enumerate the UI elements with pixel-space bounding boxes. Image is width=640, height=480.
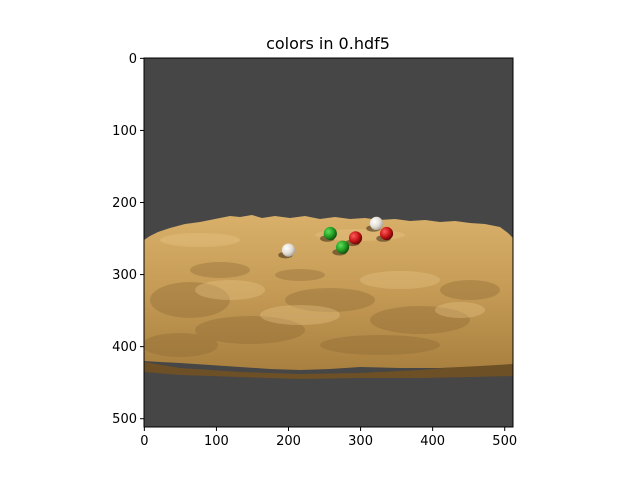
x-tick-label: 100 — [204, 434, 229, 449]
x-tick-label: 300 — [348, 434, 373, 449]
plot-title: colors in 0.hdf5 — [266, 34, 390, 53]
y-tick-label: 500 — [112, 412, 137, 427]
x-tick-label: 400 — [420, 434, 445, 449]
green-sphere — [323, 226, 337, 241]
x-tick-label: 200 — [276, 434, 301, 449]
terrain-surface — [144, 215, 513, 370]
red-sphere — [348, 231, 363, 245]
y-tick-label: 300 — [112, 268, 137, 283]
y-tick-label: 100 — [112, 124, 137, 139]
rendered-image — [144, 58, 513, 427]
y-tick-label: 400 — [112, 340, 137, 355]
y-axis: 0 100 200 300 400 500 — [112, 52, 144, 427]
x-tick-label: 500 — [492, 434, 517, 449]
y-tick-label: 200 — [112, 196, 137, 211]
spheres — [278, 216, 394, 259]
white-sphere — [281, 243, 296, 257]
terrain-shading — [144, 262, 500, 357]
green-sphere — [335, 240, 350, 254]
y-tick-label: 0 — [129, 52, 137, 67]
terrain-base — [144, 362, 513, 379]
white-sphere — [369, 216, 384, 231]
x-axis: 0 100 200 300 400 500 — [140, 427, 517, 449]
axes-frame — [143, 57, 514, 428]
red-sphere — [379, 226, 394, 241]
x-tick-label: 0 — [140, 434, 148, 449]
